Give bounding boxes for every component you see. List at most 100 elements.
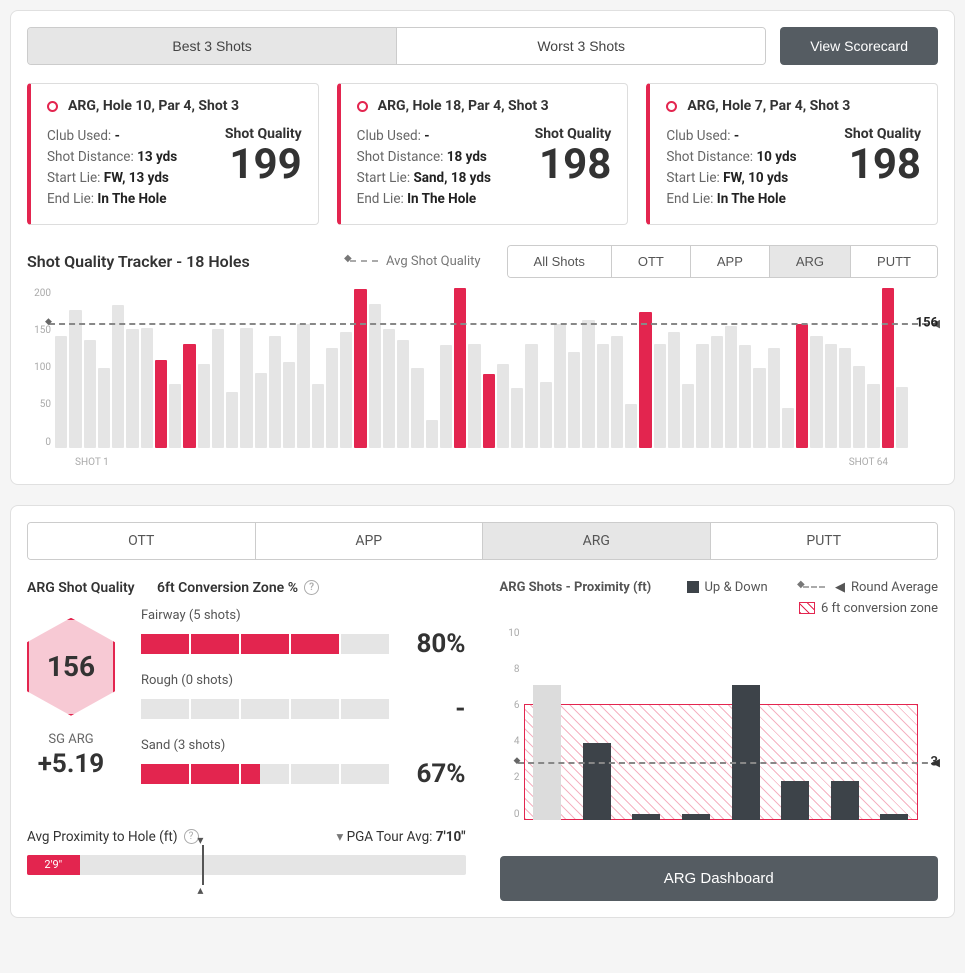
shot-card[interactable]: ARG, Hole 7, Par 4, Shot 3 Club Used: - …	[646, 83, 938, 225]
tracker-bar	[169, 384, 181, 448]
tracker-bar	[369, 304, 381, 448]
right-column: ARG Shots - Proximity (ft) Up & Down ◀ R…	[500, 580, 939, 901]
shot-details: Club Used: - Shot Distance: 10 yds Start…	[666, 126, 796, 210]
hatch-icon	[799, 602, 815, 614]
tab-app[interactable]: APP	[255, 523, 483, 559]
conv-pct: 80%	[410, 629, 466, 659]
shot-quality-col: Shot Quality 199	[225, 126, 302, 210]
circle-icon	[357, 101, 368, 112]
tracker-bar	[853, 366, 865, 448]
prox-bar	[732, 685, 760, 819]
prox-line: Avg Proximity to Hole (ft) ? ▾ PGA Tour …	[27, 829, 466, 845]
tracker-avg-line: ◀	[49, 323, 938, 325]
tracker-header: Shot Quality Tracker - 18 Holes Avg Shot…	[27, 245, 938, 278]
conv-row: Rough (0 shots) -	[141, 673, 466, 724]
tab-arg[interactable]: ARG	[482, 523, 710, 559]
conv-pct: -	[410, 694, 466, 724]
circle-icon	[666, 101, 677, 112]
filter-putt[interactable]: PUTT	[850, 246, 937, 277]
tracker-bar	[397, 340, 409, 448]
pga-value: 7'10"	[436, 829, 466, 845]
tracker-bar	[696, 344, 708, 448]
tracker-bar	[597, 344, 609, 448]
filter-ott[interactable]: OTT	[611, 246, 690, 277]
filter-arg[interactable]: ARG	[769, 246, 850, 277]
tracker-bar	[326, 348, 338, 448]
tracker-bar	[69, 310, 81, 448]
tracker-bar	[739, 345, 751, 447]
tracker-bar	[141, 328, 153, 448]
prox-bar	[533, 685, 561, 819]
top-panel: Best 3 Shots Worst 3 Shots View Scorecar…	[10, 10, 955, 485]
conv-row-label: Sand (3 shots)	[141, 738, 466, 753]
x-end-label: SHOT 64	[849, 457, 888, 468]
bottom-grid: ARG Shot Quality 6ft Conversion Zone % ?…	[27, 580, 938, 901]
tracker-bar	[255, 373, 267, 447]
tracker-bar	[882, 288, 894, 448]
tracker-bar	[867, 384, 879, 448]
conv-zone-title: 6ft Conversion Zone % ?	[157, 580, 319, 596]
shot-quality-col: Shot Quality 198	[844, 126, 921, 210]
tracker-bar	[112, 305, 124, 447]
tracker-y-axis: 200150100500	[27, 288, 51, 448]
shot-card[interactable]: ARG, Hole 10, Par 4, Shot 3 Club Used: -…	[27, 83, 319, 225]
conv-row-label: Fairway (5 shots)	[141, 608, 466, 623]
tracker-bar	[312, 384, 324, 448]
help-icon[interactable]: ?	[184, 829, 199, 844]
tracker-bar	[212, 329, 224, 447]
filter-all-shots[interactable]: All Shots	[508, 246, 611, 277]
shot-quality-value: 199	[225, 144, 302, 186]
filter-app[interactable]: APP	[690, 246, 769, 277]
tracker-bar	[554, 324, 566, 448]
tracker-bar	[497, 364, 509, 448]
best-shots-tab[interactable]: Best 3 Shots	[28, 28, 396, 64]
legend-round-avg: ◀ Round Average	[803, 580, 938, 595]
shot-details: Club Used: - Shot Distance: 18 yds Start…	[357, 126, 491, 210]
tracker-bar	[183, 344, 195, 448]
tracker-bar	[654, 344, 666, 448]
tracker-bar	[440, 345, 452, 447]
tracker-bar	[896, 387, 908, 448]
tracker-bar	[525, 344, 537, 448]
tracker-bar	[582, 320, 594, 448]
tracker-bar	[511, 388, 523, 448]
prox-avg-line: ◀	[518, 762, 939, 764]
tracker-bar	[426, 420, 438, 448]
tracker-bar	[354, 289, 366, 448]
tab-ott[interactable]: OTT	[28, 523, 255, 559]
tracker-bar	[725, 326, 737, 448]
tracker-bar	[198, 364, 210, 448]
tracker-bar	[682, 384, 694, 448]
arg-dashboard-button[interactable]: ARG Dashboard	[500, 856, 939, 901]
prox-bar	[880, 814, 908, 820]
tracker-bar	[753, 368, 765, 448]
shot-card-title: ARG, Hole 7, Par 4, Shot 3	[687, 98, 850, 114]
tracker-bar	[155, 360, 167, 448]
shot-card-title: ARG, Hole 10, Par 4, Shot 3	[68, 98, 239, 114]
worst-shots-tab[interactable]: Worst 3 Shots	[396, 28, 765, 64]
tracker-bar	[668, 332, 680, 448]
tracker-bar	[98, 368, 110, 448]
prox-marker	[202, 845, 204, 885]
help-icon[interactable]: ?	[304, 580, 319, 595]
tracker-bar	[240, 328, 252, 448]
prox-bar	[632, 814, 660, 820]
shot-card[interactable]: ARG, Hole 18, Par 4, Shot 3 Club Used: -…	[337, 83, 629, 225]
prox-label: Avg Proximity to Hole (ft)	[27, 829, 178, 845]
prox-chart-header: ARG Shots - Proximity (ft) Up & Down ◀ R…	[500, 580, 939, 595]
tracker-avg-value: 156	[916, 315, 938, 330]
hex-block: 156 SG ARG +5.19	[27, 608, 115, 803]
tracker-bar	[711, 336, 723, 448]
conv-row: Sand (3 shots) 67%	[141, 738, 466, 789]
view-scorecard-button[interactable]: View Scorecard	[780, 27, 938, 65]
conv-bar	[141, 764, 390, 784]
tracker-bar	[297, 324, 309, 448]
tracker-bar	[340, 332, 352, 448]
tracker-bar	[782, 408, 794, 448]
bottom-panel: OTTAPPARGPUTT ARG Shot Quality 6ft Conve…	[10, 505, 955, 918]
sg-value: +5.19	[27, 749, 115, 779]
tracker-bar	[84, 340, 96, 448]
tab-putt[interactable]: PUTT	[710, 523, 938, 559]
avg-legend: Avg Shot Quality	[350, 254, 481, 269]
conv-bar	[141, 699, 390, 719]
